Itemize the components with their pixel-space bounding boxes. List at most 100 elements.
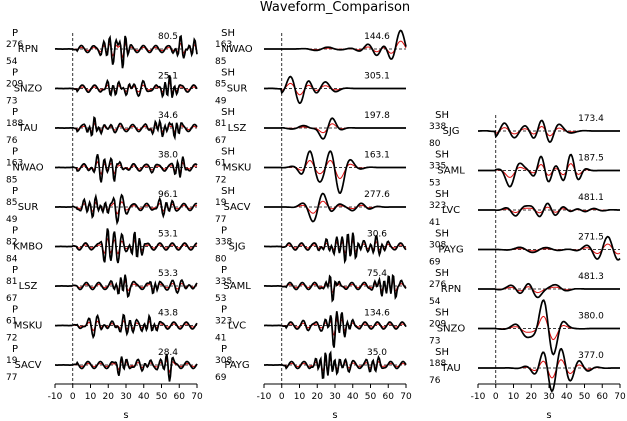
- azimuth-label: 276: [429, 280, 446, 290]
- distance-label: 67: [6, 294, 17, 304]
- distance-label: 76: [6, 136, 18, 146]
- distance-label: 49: [215, 97, 227, 107]
- phase-label: SH: [435, 189, 449, 200]
- distance-label: 73: [429, 337, 440, 347]
- x-tick-label: 20: [526, 392, 538, 402]
- azimuth-label: 163: [215, 40, 232, 50]
- x-tick-label: 20: [103, 392, 115, 402]
- observed-waveform: [55, 193, 198, 226]
- distance-label: 69: [215, 373, 227, 383]
- x-tick-label: 30: [329, 392, 341, 402]
- observed-waveform: [478, 299, 620, 356]
- x-tick-label: 50: [156, 392, 168, 402]
- station-label: NWAO: [12, 163, 43, 174]
- observed-waveform: [55, 75, 198, 99]
- azimuth-label: 276: [6, 40, 23, 50]
- station-label: PAYG: [438, 245, 463, 256]
- x-tick-label: 40: [347, 392, 359, 402]
- distance-label: 54: [6, 57, 18, 67]
- station-label: MSKU: [223, 163, 252, 174]
- panels: PRPN2765480.5PSNZO2097325.1PTAU1887634.6…: [6, 28, 626, 421]
- amplitude-label: 53.1: [158, 230, 178, 240]
- amplitude-label: 163.1: [364, 151, 390, 161]
- azimuth-label: 188: [429, 359, 446, 369]
- azimuth-label: 19: [6, 356, 18, 366]
- observed-waveform: [478, 153, 620, 188]
- observed-waveform: [478, 347, 620, 393]
- distance-label: 77: [6, 373, 17, 383]
- distance-label: 76: [429, 376, 441, 386]
- amplitude-label: 34.6: [158, 111, 178, 121]
- observed-waveform: [54, 228, 198, 264]
- distance-label: 84: [6, 255, 18, 265]
- phase-label: SH: [221, 28, 235, 39]
- x-tick-label: 0: [279, 392, 285, 402]
- x-tick-label: 20: [312, 392, 324, 402]
- x-tick-label: -10: [48, 392, 63, 402]
- azimuth-label: 19: [215, 198, 227, 208]
- station-label: MSKU: [14, 321, 43, 332]
- phase-label: P: [12, 107, 18, 118]
- phase-label: SH: [221, 68, 235, 79]
- phase-label: SH: [435, 229, 449, 240]
- chart-title: Waveform_Comparison: [260, 0, 410, 15]
- phase-label: SH: [221, 186, 235, 197]
- station-label: SAML: [223, 281, 251, 292]
- station-label: SJG: [442, 126, 459, 137]
- observed-waveform: [264, 350, 407, 380]
- x-tick-label: 50: [365, 392, 377, 402]
- x-tick-label: 10: [85, 392, 97, 402]
- phase-label: SH: [435, 150, 449, 161]
- phase-label: P: [12, 186, 18, 197]
- azimuth-label: 81: [215, 119, 226, 129]
- azimuth-label: 85: [215, 80, 226, 90]
- x-tick-label: 60: [597, 392, 609, 402]
- azimuth-label: 82: [6, 238, 17, 248]
- x-axis-label: s: [123, 410, 128, 421]
- phase-label: P: [221, 344, 227, 355]
- azimuth-label: 81: [6, 277, 17, 287]
- synthetic-waveform: [55, 237, 198, 255]
- phase-label: SH: [435, 268, 449, 279]
- observed-waveform: [264, 75, 406, 105]
- phase-label: P: [221, 305, 227, 316]
- azimuth-label: 163: [6, 159, 23, 169]
- azimuth-label: 308: [215, 356, 232, 366]
- station-label: SJG: [228, 242, 245, 253]
- x-tick-label: 70: [191, 392, 203, 402]
- phase-label: P: [12, 147, 18, 158]
- column-2: SHNWAO16385144.6SHSUR8549305.1SHLSZ81671…: [215, 28, 412, 421]
- station-label: SUR: [227, 84, 248, 95]
- station-label: NWAO: [221, 44, 252, 55]
- distance-label: 41: [429, 218, 440, 228]
- amplitude-label: 38.0: [158, 151, 178, 161]
- azimuth-label: 338: [215, 238, 232, 248]
- x-tick-label: 70: [400, 392, 412, 402]
- amplitude-label: 35.0: [367, 348, 387, 358]
- distance-label: 72: [215, 176, 226, 186]
- phase-label: P: [12, 344, 18, 355]
- observed-waveform: [264, 117, 406, 140]
- azimuth-label: 188: [6, 119, 23, 129]
- station-label: LSZ: [228, 123, 247, 134]
- observed-waveform: [55, 154, 198, 183]
- x-tick-label: 50: [579, 392, 591, 402]
- distance-label: 80: [215, 255, 227, 265]
- observed-waveform: [264, 150, 406, 195]
- station-label: SAML: [437, 166, 465, 177]
- x-tick-label: 10: [508, 392, 520, 402]
- distance-label: 73: [6, 97, 17, 107]
- distance-label: 67: [215, 136, 226, 146]
